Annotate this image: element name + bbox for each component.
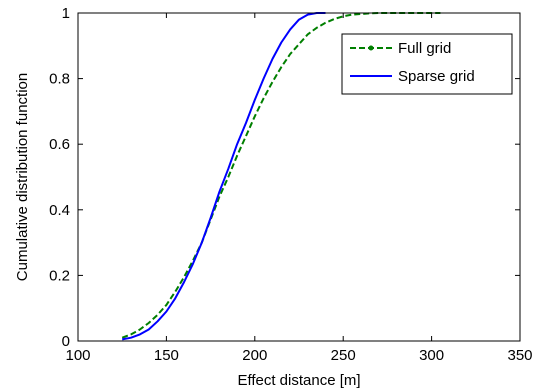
y-tick-label: 0.4 (49, 202, 70, 219)
y-tick-label: 0 (62, 333, 70, 350)
x-tick-label: 250 (331, 347, 356, 364)
x-tick-label: 200 (242, 347, 267, 364)
legend-box (341, 33, 513, 95)
x-tick-label: 350 (507, 347, 532, 364)
y-tick-label: 1 (62, 5, 70, 22)
y-axis-label: Cumulative distribution function (14, 73, 31, 281)
legend: Full grid Sparse grid (341, 33, 513, 95)
legend-label-full-grid: Full grid (398, 40, 451, 57)
x-tick-label: 100 (65, 347, 90, 364)
y-tick-label: 0.2 (49, 267, 70, 284)
y-tick-label: 0.6 (49, 136, 70, 153)
axes-box (77, 12, 521, 342)
x-tick-label: 150 (154, 347, 179, 364)
x-tick-label: 300 (419, 347, 444, 364)
x-axis-label: Effect distance [m] (237, 372, 360, 389)
tick-layer: 100 150 200 250 300 350 0 0.2 0.4 0.6 0.8 1 (49, 5, 532, 364)
legend-marker-full-grid (368, 45, 374, 51)
legend-label-sparse-grid: Sparse grid (398, 68, 475, 85)
series-line-sparse-grid (122, 12, 326, 341)
y-tick-label: 0.8 (49, 71, 70, 88)
